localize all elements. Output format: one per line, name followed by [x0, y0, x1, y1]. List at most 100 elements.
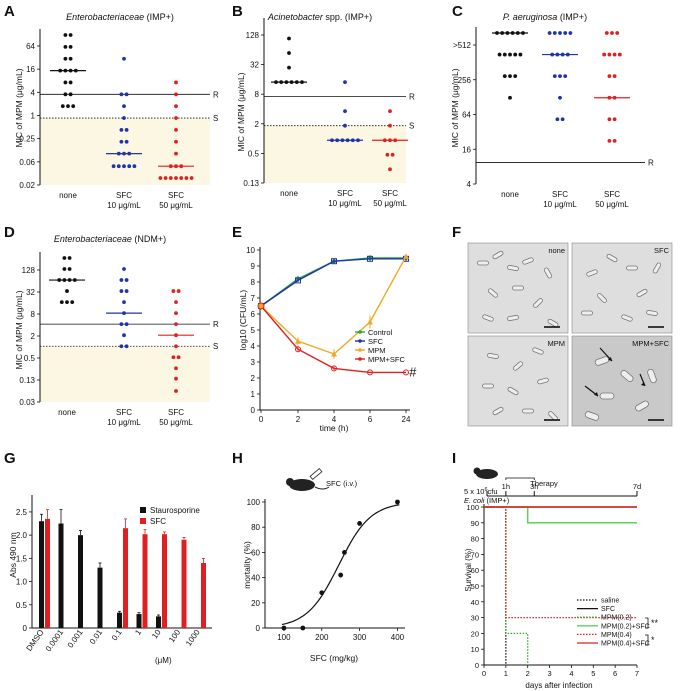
mouse-icon	[289, 479, 315, 491]
susceptible-label: S	[409, 122, 414, 131]
data-point	[124, 289, 129, 293]
y-tick-label: 16	[26, 65, 35, 74]
data-point	[119, 278, 124, 282]
bacterium	[537, 377, 549, 385]
x-tick-label: 10	[150, 628, 163, 641]
micrograph-tile	[467, 335, 569, 427]
data-point	[174, 389, 178, 393]
y-tick-label: 6	[251, 310, 256, 319]
y-tick-label: 64	[462, 111, 471, 120]
y-tick-label: 3	[251, 358, 256, 367]
bar	[201, 563, 206, 628]
bacterium	[487, 352, 499, 360]
x-axis-label: time (h)	[320, 423, 349, 433]
x-axis-unit: (μM)	[155, 656, 172, 665]
x-tick-label: 0.1	[110, 628, 124, 643]
y-tick-label: 2	[255, 120, 260, 129]
legend-label: MPM(0.2)	[601, 615, 632, 622]
x-tick-label: 0.001	[66, 628, 85, 650]
x-tick-label: 6	[368, 415, 373, 424]
survival-curve	[484, 506, 637, 619]
data-point	[508, 95, 512, 100]
legend-label: MPM(0.4)+SFC	[601, 641, 650, 648]
y-tick-label: 4	[251, 342, 256, 351]
data-point	[171, 289, 176, 293]
y-tick-label: 80	[471, 535, 479, 544]
data-point	[184, 176, 189, 180]
timeline-label: 7d	[633, 482, 641, 491]
data-point	[388, 167, 392, 172]
data-point	[343, 123, 347, 128]
mouse-head	[286, 478, 294, 486]
legend-marker	[358, 339, 362, 343]
y-tick-label: 32	[250, 61, 259, 70]
data-point	[338, 572, 344, 578]
data-point	[558, 95, 562, 100]
data-point	[388, 109, 392, 114]
data-point	[176, 289, 181, 293]
y-tick-label: 90	[471, 519, 479, 528]
data-point	[171, 355, 176, 360]
data-point	[158, 176, 163, 180]
data-point	[174, 344, 178, 349]
x-tick-label: none	[58, 408, 76, 417]
data-point	[174, 311, 178, 316]
data-point	[555, 117, 560, 122]
bacterium	[636, 288, 648, 298]
y-tick-label: 100	[466, 503, 479, 512]
data-point	[403, 369, 409, 376]
bar	[142, 534, 148, 628]
bar	[58, 523, 64, 628]
x-tick-label: 400	[391, 633, 405, 642]
x-tick-label: SFC	[168, 408, 184, 417]
mouse-icon	[476, 469, 498, 479]
x-tick-sublabel: 50 μg/mL	[159, 201, 193, 210]
data-point	[63, 56, 68, 61]
y-tick-label: 30	[471, 614, 479, 623]
x-tick-label: DMSO	[25, 628, 46, 653]
y-tick-label: 8	[31, 310, 36, 319]
data-point	[300, 625, 306, 631]
y-tick-label: 4	[31, 88, 36, 97]
x-tick-label: 1	[504, 669, 508, 678]
y-tick-label: 50	[471, 582, 479, 591]
bacterium	[599, 392, 615, 400]
data-point	[547, 31, 552, 35]
fit-curve	[281, 504, 400, 626]
y-tick-label: 0.25	[19, 135, 35, 144]
bacterium	[543, 267, 553, 279]
bacterium	[492, 250, 504, 260]
panel-title: Enterobacteriaceae (NDM+)	[54, 234, 166, 244]
panel-I: I 5 x 106cfu E. coli (IMP+) Therapy Surv…	[452, 450, 659, 690]
bacterium	[581, 310, 593, 316]
data-point	[174, 104, 178, 109]
data-point	[357, 521, 362, 526]
x-tick-label: 0	[259, 415, 264, 424]
y-tick-label: 0.5	[24, 354, 36, 363]
y-tick-label: 1	[251, 390, 256, 399]
plot-area: 0 10 20 30 40 50 60 70 80 90 100 0 1 2 3 4 5 6 7 1h 3h 7d sali…	[466, 467, 659, 678]
data-point	[295, 338, 301, 344]
panel-label: I	[452, 450, 456, 467]
x-tick-label: 24	[402, 415, 411, 424]
bacterium	[522, 257, 534, 265]
x-tick-label: none	[59, 191, 77, 200]
x-tick-label: SFC	[116, 191, 132, 200]
x-tick-label: 2	[526, 669, 530, 678]
data-point	[70, 300, 75, 305]
bacterium	[477, 260, 489, 266]
micrograph-label: MPM	[548, 339, 566, 348]
data-point	[563, 31, 568, 35]
susceptible-label: S	[213, 114, 218, 123]
x-tick-label: none	[501, 190, 519, 199]
y-tick-label: 64	[26, 42, 35, 51]
data-point	[67, 267, 72, 271]
y-tick-label: 100	[247, 498, 261, 507]
y-tick-label: 0	[475, 661, 479, 670]
panel-label: E	[232, 224, 242, 241]
data-point	[287, 51, 291, 55]
panel-label: B	[232, 3, 243, 20]
data-point	[395, 499, 400, 505]
y-tick-label: 0.13	[243, 179, 259, 188]
